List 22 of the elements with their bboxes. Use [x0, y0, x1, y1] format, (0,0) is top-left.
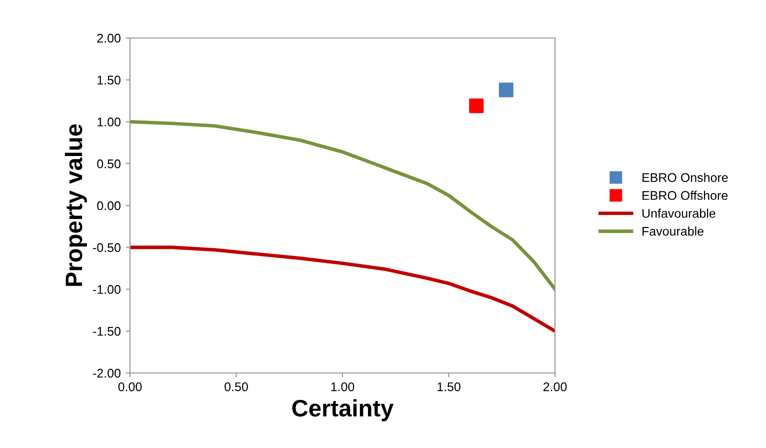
x-tick-label: 1.00 [331, 382, 354, 392]
y-tick-label: -2.00 [93, 368, 120, 378]
x-tick-label: 0.50 [224, 382, 248, 392]
y-tick-label: -1.50 [93, 326, 120, 336]
legend-label: EBRO Onshore [642, 172, 728, 182]
y-tick-label: -1.00 [93, 285, 120, 294]
y-tick-label: 0.00 [97, 201, 120, 210]
y-tick-label: 2.00 [97, 34, 120, 43]
legend-label: EBRO Offshore [642, 190, 728, 200]
y-tick-label: 1.50 [98, 76, 120, 85]
line-series [130, 120, 555, 291]
x-tick-label: 2.00 [543, 382, 567, 392]
legend-label: Favourable [642, 226, 704, 236]
y-tick-label: -0.50 [93, 243, 120, 252]
x-axis-title: Certainty [292, 399, 394, 422]
line-series [130, 246, 555, 333]
x-tick-label: 0.00 [118, 382, 142, 392]
y-tick-label: 0.50 [97, 159, 120, 168]
legend-label: Unfavourable [642, 208, 716, 218]
x-tick-label: 1.50 [438, 382, 460, 392]
y-axis-title: Property value [64, 124, 87, 286]
y-tick-label: 1.00 [98, 118, 120, 126]
